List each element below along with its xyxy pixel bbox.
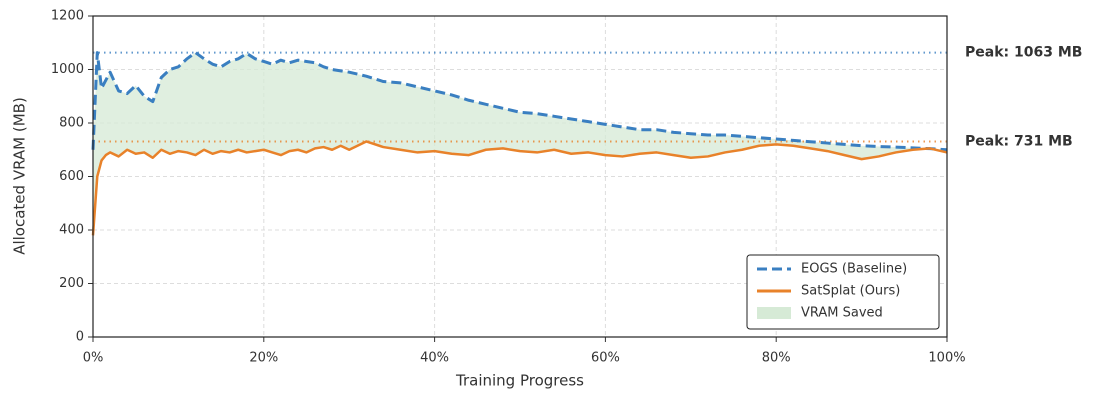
y-tick-label: 0 xyxy=(76,330,84,345)
x-tick-label: 40% xyxy=(420,351,449,366)
x-tick-label: 0% xyxy=(83,351,104,366)
legend-box xyxy=(746,254,940,330)
x-axis-label: Training Progress xyxy=(455,372,584,390)
legend-label: EOGS (Baseline) xyxy=(801,262,907,277)
y-tick-label: 800 xyxy=(59,116,84,131)
x-tick-label: 60% xyxy=(591,351,620,366)
y-axis-label: Allocated VRAM (MB) xyxy=(11,97,29,255)
x-tick-label: 20% xyxy=(249,351,278,366)
y-tick-label: 1200 xyxy=(51,9,84,24)
y-tick-label: 200 xyxy=(59,276,84,291)
plot-frame xyxy=(92,15,948,338)
x-tick-label: 80% xyxy=(762,351,791,366)
legend-label: SatSplat (Ours) xyxy=(801,284,900,299)
legend-label: VRAM Saved xyxy=(801,306,883,321)
series-line xyxy=(91,140,948,236)
peak-label: Peak: 731 MB xyxy=(965,133,1073,149)
legend-swatch xyxy=(757,307,791,319)
legend: EOGS (Baseline) SatSplat (Ours) VRAM Saved xyxy=(746,254,940,330)
saved-area xyxy=(93,52,947,236)
y-tick-label: 1000 xyxy=(51,62,84,77)
peak-label: Peak: 1063 MB xyxy=(965,45,1082,61)
x-tick-label: 100% xyxy=(928,351,965,366)
y-tick-label: 600 xyxy=(59,169,84,184)
y-tick-label: 400 xyxy=(59,223,84,238)
